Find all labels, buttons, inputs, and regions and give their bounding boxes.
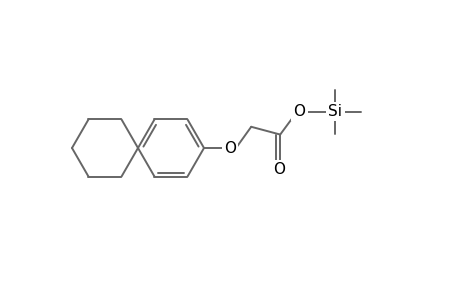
Text: Si: Si — [328, 104, 342, 119]
Text: O: O — [224, 140, 235, 155]
Text: O: O — [293, 104, 305, 119]
Text: O: O — [273, 162, 285, 177]
